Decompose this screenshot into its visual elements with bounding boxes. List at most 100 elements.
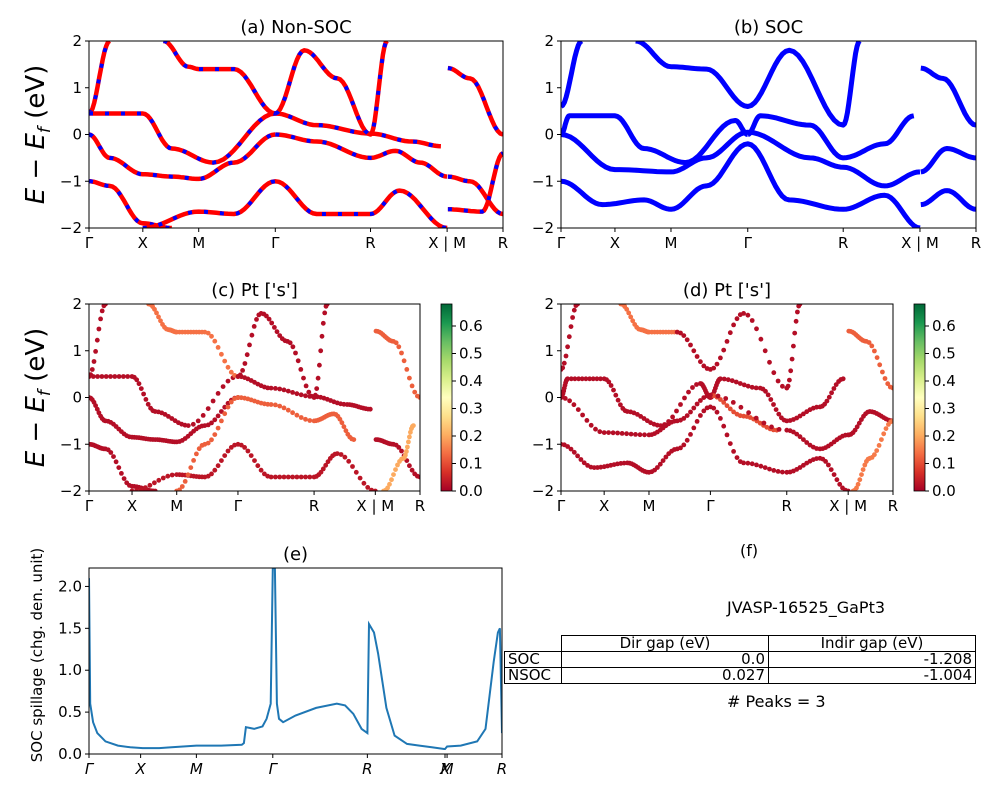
band-line: [635, 41, 862, 128]
y-tick-label: 1: [72, 342, 82, 360]
band-point: [346, 458, 352, 464]
band-point: [575, 407, 581, 412]
band-point: [688, 342, 693, 348]
band-point: [565, 376, 570, 382]
band-point: [113, 459, 119, 465]
header-indir-gap: Indir gap (eV): [768, 635, 976, 652]
band-point: [403, 452, 408, 458]
x-tick-label: M: [441, 760, 454, 778]
y-tick-label: −1: [60, 435, 82, 453]
band-point: [121, 374, 126, 379]
band-point: [701, 408, 707, 414]
band-point: [718, 397, 723, 402]
band-point: [611, 387, 616, 393]
band-point: [318, 348, 324, 354]
gap-table-header-row: Dir gap (eV) Indir gap (eV): [504, 635, 976, 652]
band-point: [408, 429, 413, 435]
band-point: [404, 367, 410, 372]
band-point: [882, 376, 888, 381]
band-point: [563, 353, 569, 359]
x-tick-label: R: [309, 497, 319, 515]
plot-area: [561, 41, 976, 228]
band-line-overlay: [142, 179, 448, 228]
band-point: [222, 411, 228, 417]
y-tick-label: 0: [544, 126, 554, 144]
band-point: [657, 461, 663, 467]
spillage-line: [89, 568, 502, 750]
band-point: [319, 333, 325, 339]
band-point: [804, 440, 810, 445]
band-point: [714, 361, 720, 367]
band-point: [775, 378, 781, 384]
band-point: [152, 480, 157, 486]
band-point: [160, 475, 166, 481]
band-point: [185, 472, 191, 478]
band-line: [447, 174, 503, 217]
band-point: [874, 448, 880, 453]
band-point: [228, 369, 234, 375]
band-point: [265, 401, 271, 407]
colorbar-tick-label: 0.2: [932, 427, 956, 445]
band-point: [205, 330, 211, 336]
x-tick-label: Γ: [85, 760, 95, 778]
band-point: [285, 388, 291, 394]
band-point: [94, 337, 100, 343]
band-point: [365, 485, 371, 490]
band-point: [715, 393, 721, 399]
panel-title: (c) Pt ['s']: [211, 280, 298, 301]
band-point: [290, 474, 295, 480]
band-point: [682, 395, 687, 401]
band-point: [212, 338, 218, 344]
band-point: [681, 442, 687, 448]
colorbar-tick-label: 0.3: [459, 400, 483, 418]
band-line-overlay: [447, 151, 503, 214]
band-point: [826, 394, 832, 400]
band-point: [112, 374, 118, 379]
band-point: [771, 370, 777, 376]
band-point: [758, 463, 764, 469]
panel-f-title: (f): [740, 541, 759, 560]
band-point: [248, 453, 254, 458]
band-point: [209, 333, 214, 339]
band-point: [567, 398, 572, 404]
y-tick-label: 0: [544, 389, 554, 407]
band-line: [920, 188, 976, 212]
band-point: [684, 413, 690, 418]
band-point: [195, 418, 201, 424]
band-point: [826, 462, 831, 468]
band-point: [393, 467, 398, 472]
band-point: [339, 420, 345, 426]
band-point: [765, 392, 771, 398]
band-point: [94, 406, 100, 412]
panel-title: (b) SOC: [734, 17, 803, 38]
x-tick-label: X: [439, 760, 451, 778]
x-tick-label: Γ: [706, 497, 715, 515]
band-point: [721, 376, 727, 382]
band-point: [138, 386, 144, 391]
band-point: [768, 397, 774, 402]
band-point: [341, 424, 347, 430]
x-tick-label: R: [498, 234, 508, 252]
band-point: [215, 391, 221, 396]
band-point: [581, 460, 587, 466]
band-point: [396, 344, 402, 350]
band-point: [610, 430, 616, 436]
band-point: [619, 431, 625, 436]
band-point: [678, 445, 683, 451]
band-point: [775, 469, 781, 474]
band-point: [618, 402, 623, 408]
band-point: [205, 440, 211, 446]
band-point: [721, 400, 727, 405]
band-point: [837, 481, 843, 487]
band-line: [447, 65, 503, 137]
band-point: [737, 381, 743, 386]
band-point: [724, 432, 730, 438]
band-point: [767, 359, 772, 365]
band-point: [306, 389, 312, 395]
band-point: [401, 358, 407, 364]
band-point: [215, 345, 221, 350]
band-point: [761, 420, 767, 426]
band-line-overlay: [163, 41, 276, 116]
band-point: [350, 464, 355, 469]
band-point: [698, 413, 703, 418]
